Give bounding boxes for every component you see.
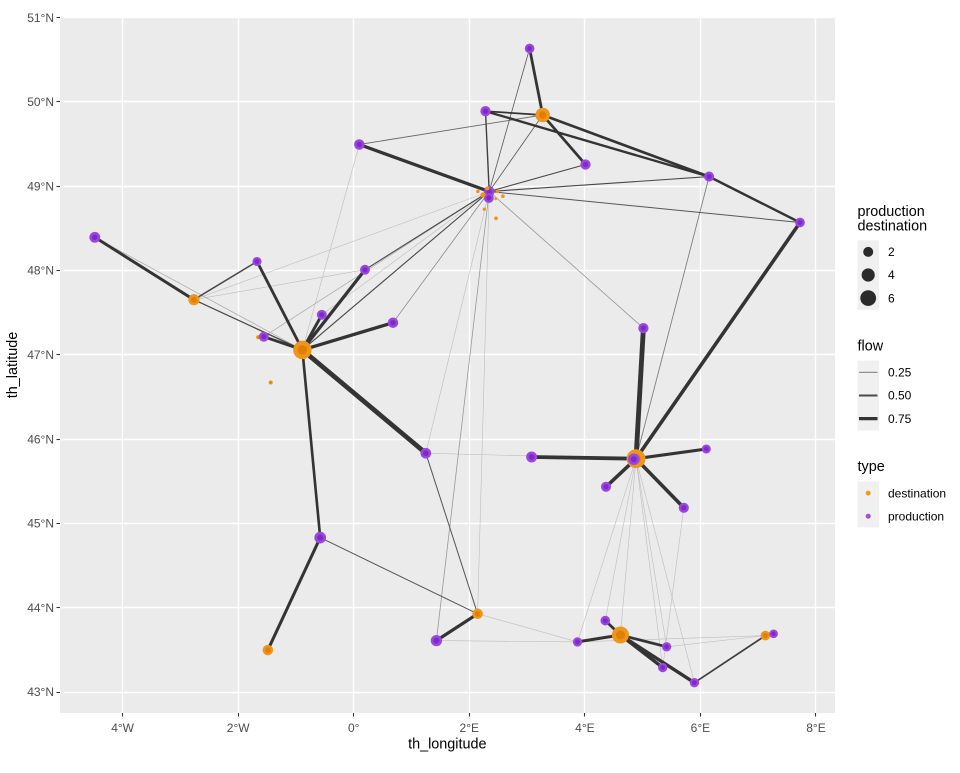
svg-text:43°N: 43°N	[27, 685, 54, 699]
svg-text:4°W: 4°W	[111, 721, 134, 735]
svg-text:production: production	[858, 204, 925, 220]
svg-text:production: production	[888, 509, 944, 523]
svg-text:47°N: 47°N	[27, 348, 54, 362]
svg-text:th_longitude: th_longitude	[408, 737, 486, 753]
svg-text:44°N: 44°N	[27, 601, 54, 615]
svg-text:6°E: 6°E	[691, 721, 710, 735]
svg-text:8°E: 8°E	[806, 721, 825, 735]
svg-text:49°N: 49°N	[27, 179, 54, 193]
svg-text:2: 2	[888, 245, 895, 259]
svg-text:0°: 0°	[348, 721, 360, 735]
svg-text:2°W: 2°W	[227, 721, 250, 735]
svg-text:6: 6	[888, 291, 895, 305]
svg-text:50°N: 50°N	[27, 95, 54, 109]
svg-text:flow: flow	[858, 339, 884, 355]
svg-text:45°N: 45°N	[27, 517, 54, 531]
svg-text:type: type	[858, 459, 885, 475]
svg-text:4°E: 4°E	[575, 721, 594, 735]
svg-text:4: 4	[888, 268, 895, 282]
svg-text:0.50: 0.50	[888, 389, 912, 403]
svg-text:0.25: 0.25	[888, 366, 912, 380]
svg-text:th_latitude: th_latitude	[5, 332, 21, 398]
svg-text:51°N: 51°N	[27, 11, 54, 25]
svg-text:destination: destination	[858, 219, 928, 235]
svg-text:48°N: 48°N	[27, 264, 54, 278]
svg-text:destination: destination	[888, 486, 946, 500]
svg-text:0.75: 0.75	[888, 412, 912, 426]
svg-text:46°N: 46°N	[27, 432, 54, 446]
svg-text:2°E: 2°E	[460, 721, 479, 735]
